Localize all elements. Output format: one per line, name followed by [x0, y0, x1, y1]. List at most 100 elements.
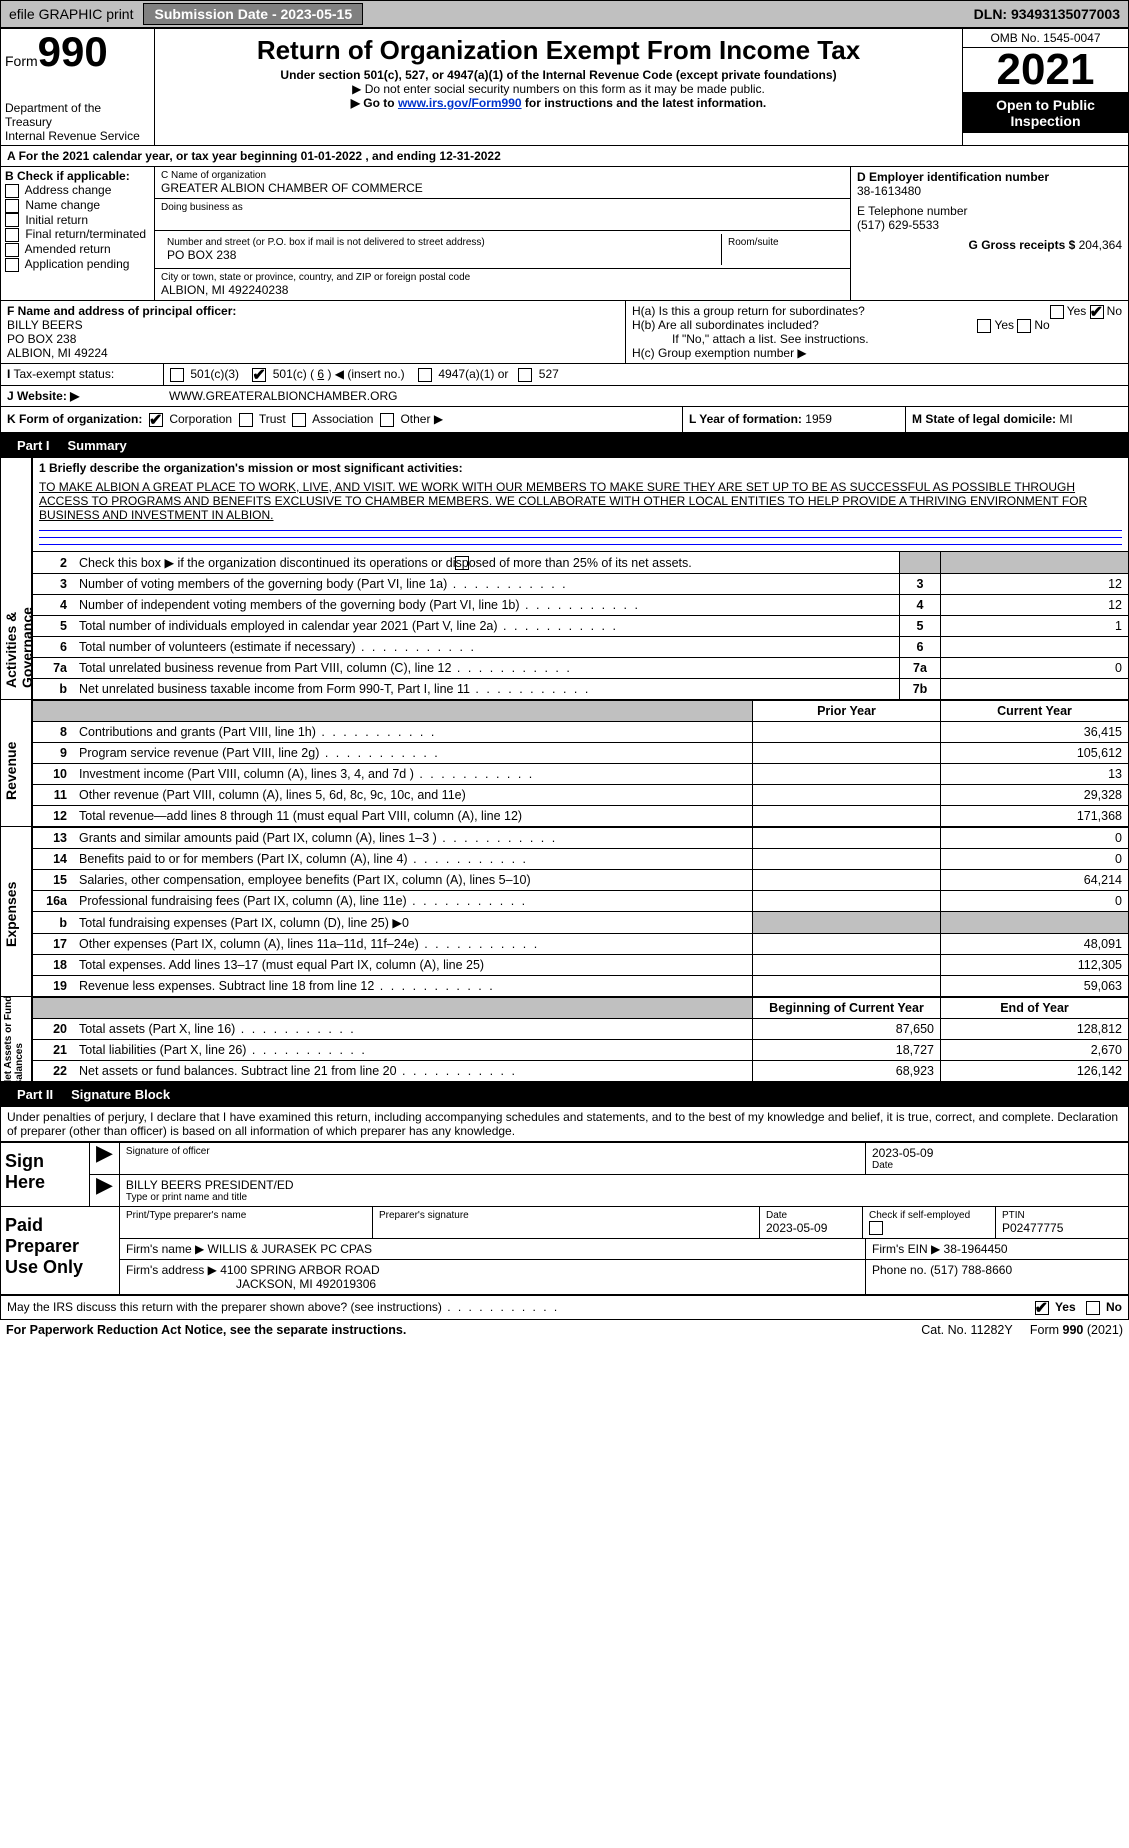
dln-label: DLN: 93493135077003: [966, 3, 1128, 25]
chk-address-change[interactable]: Address change: [5, 183, 150, 198]
street-address: PO BOX 238: [167, 248, 715, 262]
officer-name: BILLY BEERS: [7, 318, 83, 332]
line-a-tax-year: A For the 2021 calendar year, or tax yea…: [1, 146, 1128, 167]
chk-self-employed[interactable]: [869, 1221, 883, 1235]
website-value: WWW.GREATERALBIONCHAMBER.ORG: [163, 386, 1128, 406]
val-7b: [941, 679, 1129, 700]
part-i-header: Part I Summary: [1, 433, 1128, 458]
val-4: 12: [941, 595, 1129, 616]
chk-discontinued[interactable]: [455, 556, 469, 570]
discuss-yes[interactable]: [1035, 1301, 1049, 1315]
chk-527[interactable]: [518, 368, 532, 382]
mission-text: TO MAKE ALBION A GREAT PLACE TO WORK, LI…: [33, 478, 1128, 524]
form-990: Form990 Department of the Treasury Inter…: [0, 28, 1129, 1320]
hb-no[interactable]: [1017, 319, 1031, 333]
footer: For Paperwork Reduction Act Notice, see …: [0, 1320, 1129, 1340]
discuss-no[interactable]: [1086, 1301, 1100, 1315]
ptin: P02477775: [1002, 1221, 1063, 1235]
tax-exempt-label: Tax-exempt status:: [13, 367, 114, 381]
pra-notice: For Paperwork Reduction Act Notice, see …: [6, 1323, 406, 1337]
firm-addr1: 4100 SPRING ARBOR ROAD: [220, 1263, 379, 1277]
sidetab-activities: Activities & Governance: [3, 607, 35, 688]
chk-other[interactable]: [380, 413, 394, 427]
firm-name: WILLIS & JURASEK PC CPAS: [208, 1242, 373, 1256]
chk-final-return[interactable]: Final return/terminated: [5, 227, 150, 242]
val-8: 36,415: [941, 722, 1129, 743]
open-public-inspection: Open to Public Inspection: [963, 93, 1128, 133]
prior-21: 18,727: [753, 1040, 941, 1061]
phone-label: E Telephone number: [857, 204, 1122, 218]
chk-initial-return[interactable]: Initial return: [5, 213, 150, 228]
discuss-question: May the IRS discuss this return with the…: [7, 1300, 1035, 1315]
chk-4947a1[interactable]: [418, 368, 432, 382]
val-18: 112,305: [941, 955, 1129, 976]
chk-amended-return[interactable]: Amended return: [5, 242, 150, 257]
val-21: 2,670: [941, 1040, 1129, 1061]
chk-501c3[interactable]: [170, 368, 184, 382]
firm-ein: 38-1964450: [944, 1242, 1008, 1256]
irs-form990-link[interactable]: www.irs.gov/Form990: [398, 96, 522, 110]
chk-name-change[interactable]: Name change: [5, 198, 150, 213]
city-label: City or town, state or province, country…: [161, 272, 844, 283]
chk-trust[interactable]: [239, 413, 253, 427]
ha-no[interactable]: [1090, 305, 1104, 319]
block-b-label: B Check if applicable:: [5, 169, 150, 183]
street-label: Number and street (or P.O. box if mail i…: [167, 237, 715, 248]
website-label: Website: ▶: [17, 389, 79, 403]
perjury-declaration: Under penalties of perjury, I declare th…: [1, 1107, 1128, 1143]
val-6: [941, 637, 1129, 658]
prior-20: 87,650: [753, 1019, 941, 1040]
val-7a: 0: [941, 658, 1129, 679]
chk-application-pending[interactable]: Application pending: [5, 257, 150, 272]
signature-block: Under penalties of perjury, I declare th…: [1, 1107, 1128, 1319]
line1-label: 1 Briefly describe the organization's mi…: [39, 461, 463, 475]
sign-here-label: Sign Here: [1, 1143, 89, 1206]
val-22: 126,142: [941, 1061, 1129, 1082]
state-domicile-value: MI: [1059, 412, 1072, 426]
form-subtitle: Under section 501(c), 527, or 4947(a)(1)…: [159, 68, 958, 82]
sidetab-net: Net Assets or Fund Balances: [3, 987, 25, 1087]
dba-label: Doing business as: [161, 202, 844, 213]
dept-treasury: Department of the Treasury: [5, 101, 150, 129]
val-13: 0: [941, 828, 1129, 849]
phone-value: (517) 629-5533: [857, 218, 1122, 232]
part-ii-header: Part II Signature Block: [1, 1082, 1128, 1107]
form-header: Form990 Department of the Treasury Inter…: [1, 29, 1128, 146]
hc-label: H(c) Group exemption number ▶: [632, 346, 1122, 360]
val-10: 13: [941, 764, 1129, 785]
officer-addr2: ALBION, MI 49224: [7, 346, 108, 360]
efile-label: efile GRAPHIC print: [1, 3, 141, 25]
gross-receipts-label: G Gross receipts $: [969, 238, 1076, 252]
efile-topbar: efile GRAPHIC print Submission Date - 20…: [0, 0, 1129, 28]
prep-date: 2023-05-09: [766, 1221, 827, 1235]
val-3: 12: [941, 574, 1129, 595]
officer-addr1: PO BOX 238: [7, 332, 76, 346]
chk-association[interactable]: [292, 413, 306, 427]
year-formation-label: L Year of formation:: [689, 412, 802, 426]
sidetab-expenses: Expenses: [3, 882, 19, 947]
org-name-label: C Name of organization: [161, 170, 844, 181]
tax-year: 2021: [963, 47, 1128, 93]
submission-date-button[interactable]: Submission Date - 2023-05-15: [143, 3, 363, 25]
entity-info-block: B Check if applicable: Address change Na…: [1, 167, 1128, 301]
goto-note: ▶ Go to www.irs.gov/Form990 for instruct…: [159, 96, 958, 110]
val-20: 128,812: [941, 1019, 1129, 1040]
officer-label: F Name and address of principal officer:: [7, 304, 236, 318]
firm-phone: (517) 788-8660: [930, 1263, 1012, 1277]
cat-no: Cat. No. 11282Y: [921, 1323, 1012, 1337]
revenue-lines: Prior YearCurrent Year 8Contributions an…: [33, 700, 1128, 826]
arrow-icon: ▶: [89, 1143, 119, 1174]
ein-label: D Employer identification number: [857, 170, 1122, 184]
form-title: Return of Organization Exempt From Incom…: [159, 35, 958, 66]
val-5: 1: [941, 616, 1129, 637]
arrow-icon: ▶: [89, 1175, 119, 1206]
officer-group-row: F Name and address of principal officer:…: [1, 301, 1128, 364]
hb-yes[interactable]: [977, 319, 991, 333]
val-12: 171,368: [941, 806, 1129, 827]
ha-yes[interactable]: [1050, 305, 1064, 319]
firm-addr2: JACKSON, MI 492019306: [236, 1277, 376, 1291]
expense-lines: 13Grants and similar amounts paid (Part …: [33, 827, 1128, 996]
chk-corporation[interactable]: [149, 413, 163, 427]
chk-501c[interactable]: [252, 368, 266, 382]
hb-label: H(b) Are all subordinates included?: [632, 318, 819, 332]
